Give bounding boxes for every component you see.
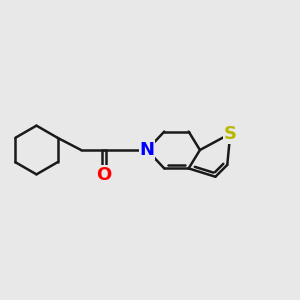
Text: O: O xyxy=(96,166,112,184)
Text: S: S xyxy=(224,125,237,143)
Text: N: N xyxy=(140,141,154,159)
